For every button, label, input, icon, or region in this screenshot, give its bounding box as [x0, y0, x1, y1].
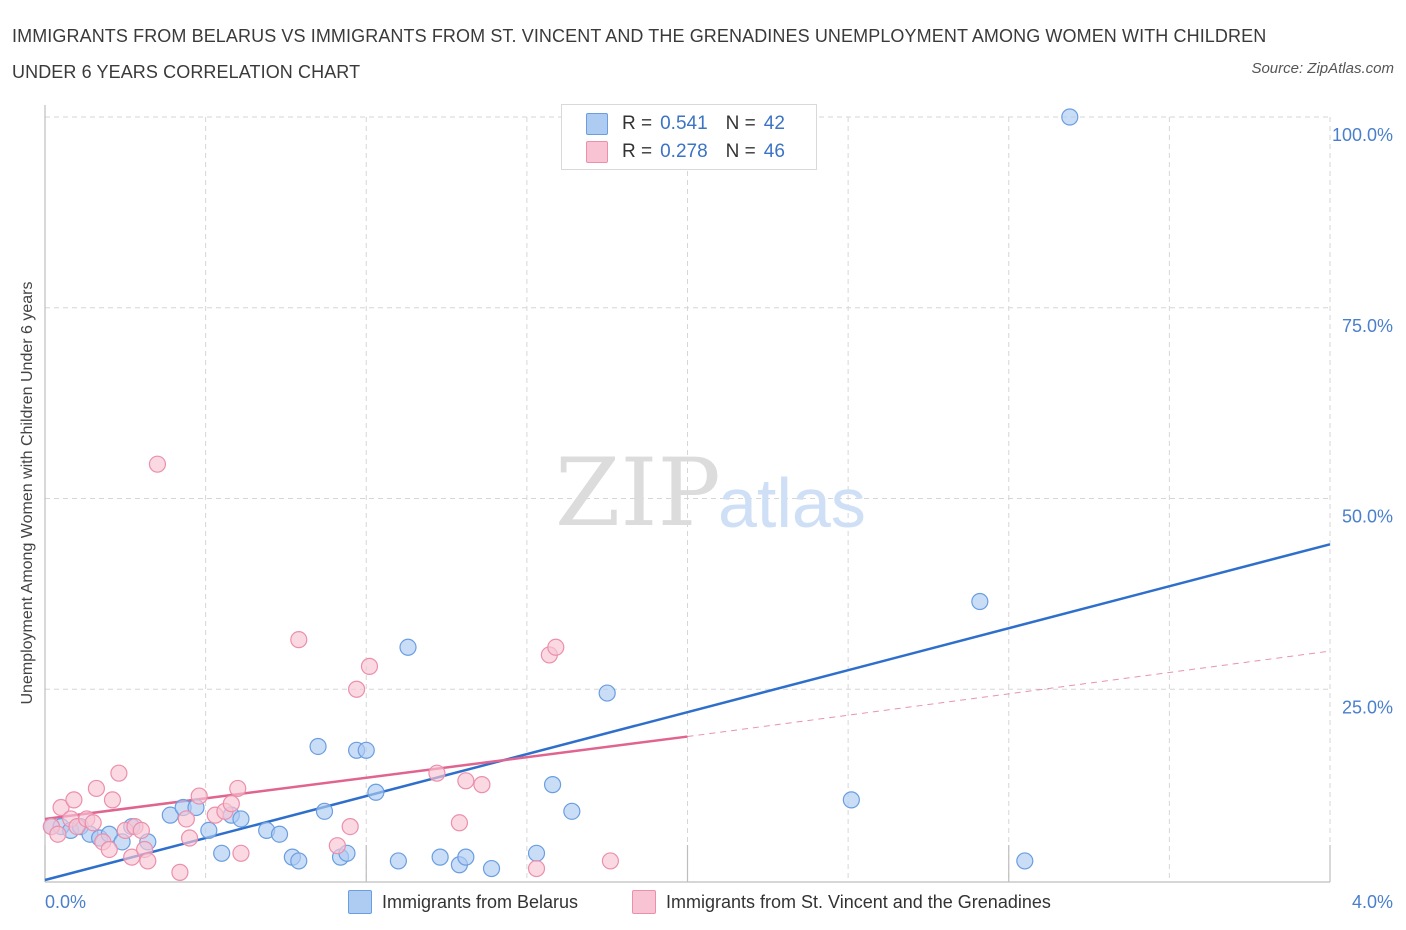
belarus-point-27 [367, 783, 385, 801]
belarus-point-40 [1016, 852, 1034, 870]
belarus-point-22 [315, 802, 334, 820]
grenadines-swatch [586, 141, 608, 163]
belarus-point-18 [270, 825, 289, 843]
grenadines-point-12 [110, 764, 128, 782]
belarus-point-29 [399, 638, 417, 656]
grenadines-point-34 [428, 764, 446, 782]
belarus-point-36 [563, 802, 581, 820]
points-layer [42, 108, 1079, 881]
watermark-zip: ZIP [555, 439, 721, 548]
grenadines-point-10 [100, 840, 118, 859]
grenadines-point-22 [180, 829, 199, 847]
grenadines-point-11 [103, 791, 122, 809]
watermark-atlas: atlas [718, 464, 866, 542]
stats-legend: R = 0.541 N = 42 R = 0.278 N = 46 [561, 104, 817, 170]
grenadines-point-27 [229, 779, 247, 798]
belarus-point-26 [357, 741, 375, 759]
bottom-grenadines-swatch [632, 890, 656, 914]
bottom-legend-grenadines: Immigrants from St. Vincent and the Gren… [632, 890, 1051, 914]
grenadines-r-value: 0.278 [660, 141, 708, 162]
grenadines-point-2 [52, 798, 70, 817]
belarus-n-value: 42 [763, 113, 785, 134]
belarus-swatch [586, 113, 608, 135]
belarus-point-16 [232, 810, 250, 828]
belarus-r-value: 0.541 [660, 113, 708, 134]
x-tick-label-max: 4.0% [1352, 892, 1393, 912]
y-tick-label-0: 100.0% [1332, 125, 1393, 145]
grenadines-point-28 [232, 844, 250, 862]
grenadines-n-value: 46 [763, 141, 785, 162]
belarus-point-38 [842, 791, 860, 809]
belarus-point-13 [200, 821, 218, 840]
belarus-point-28 [389, 852, 407, 870]
legend-row-belarus: R = 0.541 N = 42 [586, 112, 785, 136]
grenadines-point-20 [171, 863, 189, 881]
belarus-point-32 [457, 848, 475, 866]
belarus-trendline [44, 543, 1331, 882]
grenadines-point-7 [84, 814, 102, 832]
grenadines-r-label: R = [622, 141, 653, 162]
chart-title: IMMIGRANTS FROM BELARUS VS IMMIGRANTS FR… [12, 26, 1267, 82]
grenadines-point-38 [527, 859, 546, 878]
belarus-point-37 [598, 684, 616, 702]
grenadines-point-36 [457, 772, 475, 790]
grenadines-point-35 [450, 814, 469, 832]
trend-layer [44, 543, 1331, 882]
belarus-point-21 [309, 737, 327, 756]
grenadines-point-23 [190, 787, 208, 805]
watermark: ZIP atlas [555, 439, 866, 548]
grenadines-trendline-extension [687, 650, 1331, 738]
bottom-belarus-swatch [348, 890, 372, 914]
grenadines-point-19 [148, 455, 167, 473]
belarus-point-34 [527, 844, 546, 862]
belarus-point-10 [161, 806, 179, 824]
belarus-point-41 [1061, 108, 1079, 126]
y-tick-label-1: 75.0% [1342, 316, 1393, 336]
belarus-n-label: N = [725, 113, 756, 134]
belarus-r-label: R = [622, 113, 653, 134]
belarus-point-35 [543, 776, 562, 794]
grenadines-point-32 [348, 680, 366, 698]
legend-row-grenadines: R = 0.278 N = 46 [586, 140, 785, 164]
tick-layer: 100.0% 75.0% 50.0% 25.0% 0.0% 4.0% [45, 125, 1393, 912]
grenadines-n-label: N = [725, 141, 756, 162]
belarus-point-33 [482, 859, 501, 878]
axis-layer [44, 105, 1331, 883]
belarus-point-39 [971, 592, 989, 611]
bottom-legend-belarus: Immigrants from Belarus [348, 890, 578, 914]
grenadines-point-30 [328, 837, 346, 855]
grenadines-point-18 [139, 852, 157, 870]
grenadines-point-4 [65, 791, 83, 809]
belarus-point-30 [431, 848, 449, 866]
grenadines-point-21 [177, 810, 195, 828]
grenadines-point-41 [601, 852, 620, 870]
grenadines-point-1 [49, 825, 67, 843]
belarus-point-20 [290, 852, 308, 870]
grenadines-point-40 [547, 638, 565, 656]
x-tick-label-min: 0.0% [45, 892, 86, 912]
grenadines-point-14 [123, 848, 141, 866]
grenadines-point-8 [87, 779, 106, 798]
bottom-grenadines-label: Immigrants from St. Vincent and the Gren… [666, 891, 1051, 912]
grenadines-trendline [44, 735, 688, 821]
grenadines-point-29 [290, 631, 308, 649]
grenadines-point-37 [473, 776, 491, 794]
grenadines-point-26 [222, 795, 240, 813]
bottom-belarus-label: Immigrants from Belarus [382, 891, 579, 912]
grenadines-point-16 [132, 821, 150, 840]
grenadines-point-33 [360, 657, 379, 675]
y-tick-label-3: 25.0% [1342, 697, 1393, 717]
y-tick-label-2: 50.0% [1342, 507, 1393, 527]
source-credit: Source: ZipAtlas.com [1251, 60, 1394, 77]
belarus-point-14 [213, 844, 231, 862]
grenadines-point-31 [341, 817, 359, 836]
